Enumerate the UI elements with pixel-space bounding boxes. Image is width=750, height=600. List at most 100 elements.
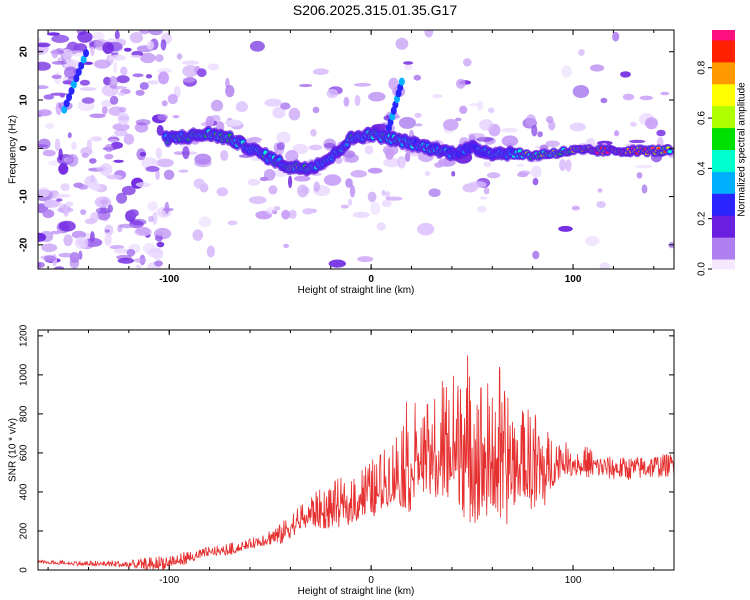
noise-blob: [381, 190, 386, 196]
colorbar-cell: [712, 233, 735, 236]
y-tick-label: 1200: [19, 324, 30, 347]
colorbar-cell: [712, 53, 735, 57]
colorbar-cell: [712, 89, 735, 93]
colorbar-cell: [712, 33, 735, 37]
noise-blob: [308, 144, 323, 151]
colorbar-tick-label: 0.6: [697, 111, 708, 125]
colorbar-cell: [712, 155, 735, 158]
colorbar-cell: [712, 97, 735, 101]
colorbar-label: Normalized spectral amplitude: [737, 82, 748, 217]
noise-blob: [247, 178, 261, 186]
colorbar-cell: [712, 239, 735, 242]
colorbar-cell: [712, 253, 735, 256]
noise-blob: [479, 119, 494, 131]
colorbar-cell: [712, 95, 735, 99]
noise-blob: [294, 175, 311, 182]
noise-blob: [312, 68, 329, 75]
colorbar-cell: [712, 205, 735, 208]
noise-blob: [383, 157, 401, 168]
noise-blob: [368, 91, 386, 102]
noise-blob: [139, 151, 147, 157]
colorbar-cell: [712, 223, 735, 226]
noise-blob: [354, 95, 361, 107]
noise-blob: [126, 249, 136, 257]
noise-blob: [340, 204, 349, 209]
noise-blob: [455, 117, 462, 122]
colorbar-cell: [712, 83, 735, 87]
noise-blob: [48, 160, 59, 166]
noise-blob: [51, 49, 59, 59]
colorbar-cell: [712, 87, 735, 91]
colorbar-cell: [712, 189, 735, 192]
colorbar-cell: [712, 55, 735, 59]
colorbar-cell: [712, 59, 735, 63]
noise-blob: [345, 178, 353, 188]
noise-blob: [620, 71, 631, 78]
colorbar-cell: [712, 241, 735, 244]
noise-blob: [157, 230, 163, 237]
noise-blob: [537, 131, 543, 138]
colorbar-cell: [712, 169, 735, 172]
noise-blob: [50, 230, 61, 235]
colorbar-cell: [712, 77, 735, 81]
noise-blob: [451, 171, 456, 177]
noise-blob: [43, 94, 55, 100]
noise-blob: [63, 66, 78, 79]
colorbar-cell: [712, 145, 735, 149]
noise-blob: [517, 172, 528, 178]
noise-blob: [312, 106, 320, 114]
colorbar-cell: [712, 185, 735, 188]
noise-blob: [352, 211, 370, 218]
colorbar-cell: [712, 127, 735, 131]
noise-blob: [479, 196, 488, 200]
colorbar-cell: [712, 93, 735, 97]
colorbar-cell: [712, 261, 735, 264]
colorbar-cell: [712, 85, 735, 89]
noise-blob: [182, 77, 196, 83]
colorbar-cell: [712, 117, 735, 121]
colorbar-cell: [712, 267, 735, 270]
colorbar-cell: [712, 39, 735, 43]
noise-blob: [129, 54, 142, 58]
colorbar-cell: [712, 135, 735, 139]
colorbar-cell: [712, 45, 735, 49]
noise-blob: [578, 49, 585, 56]
noise-blob: [486, 172, 501, 179]
noise-blob: [559, 159, 567, 171]
colorbar-cell: [712, 129, 735, 133]
noise-blob: [42, 209, 55, 219]
noise-blob: [108, 76, 118, 89]
noise-blob: [90, 46, 95, 57]
noise-blob: [302, 208, 314, 215]
noise-blob: [135, 226, 151, 236]
colorbar-cell: [712, 235, 735, 238]
noise-blob: [629, 121, 637, 127]
colorbar-cell: [712, 175, 735, 178]
noise-blob: [288, 175, 293, 189]
noise-blob: [288, 209, 297, 219]
noise-blob: [395, 37, 409, 50]
noise-blob: [297, 184, 309, 198]
colorbar-cell: [712, 187, 735, 190]
y-tick-label: -10: [19, 189, 30, 204]
noise-blob: [157, 114, 168, 121]
noise-blob: [455, 78, 466, 89]
colorbar-cell: [712, 203, 735, 206]
colorbar-cell: [712, 215, 735, 218]
noise-blob: [469, 103, 481, 107]
noise-blob: [152, 159, 157, 164]
noise-blob: [206, 245, 215, 258]
noise-blob: [58, 148, 63, 161]
noise-blob: [565, 159, 572, 172]
noise-blob: [104, 233, 112, 246]
noise-blob: [54, 193, 71, 198]
noise-blob: [590, 64, 605, 72]
noise-blob: [132, 73, 144, 78]
noise-blob: [135, 264, 142, 269]
x-tick-label: 0: [368, 274, 374, 285]
noise-blob: [641, 184, 648, 194]
colorbar-cell: [712, 251, 735, 254]
colorbar-cell: [712, 195, 735, 198]
colorbar-cell: [712, 91, 735, 95]
streak-blob: [61, 105, 68, 114]
